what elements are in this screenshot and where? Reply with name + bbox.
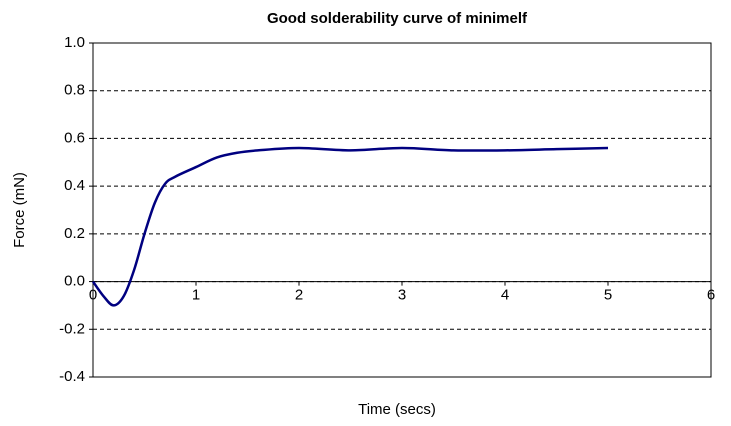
chart-title: Good solderability curve of minimelf	[267, 10, 528, 27]
y-tick-label: -0.2	[59, 320, 85, 337]
y-tick-label: 0.0	[64, 273, 85, 290]
y-tick-label: 1.0	[64, 34, 85, 51]
y-axis-label: Force (mN)	[11, 172, 28, 248]
x-tick-label: 1	[192, 287, 200, 304]
x-tick-label: 5	[604, 287, 612, 304]
data-line	[91, 146, 609, 307]
x-tick-label: 6	[707, 287, 715, 304]
y-tick-label: 0.8	[64, 82, 85, 99]
y-tick-label: 0.2	[64, 225, 85, 242]
y-tick-label: 0.4	[64, 177, 85, 194]
x-tick-label: 3	[398, 287, 406, 304]
x-axis-label: Time (secs)	[358, 401, 436, 418]
x-tick-label: 4	[501, 287, 509, 304]
x-tick-label: 2	[295, 287, 303, 304]
y-tick-label: -0.4	[59, 368, 85, 385]
plot-frame	[92, 42, 712, 378]
y-tick-label: 0.6	[64, 129, 85, 146]
x-tick-label: 0	[89, 287, 97, 304]
